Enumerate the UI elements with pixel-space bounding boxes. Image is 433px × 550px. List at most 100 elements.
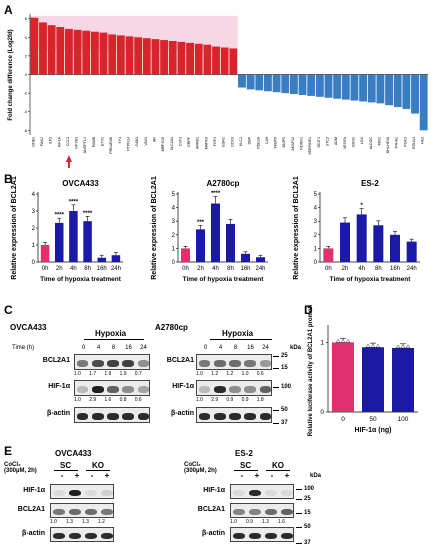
panel-b-sig-marker: **** [211,191,221,197]
panel-e-left-blot [50,503,114,518]
panel-b-xtick-label: 8h [375,266,382,272]
panel-a-bar-HK2 [419,74,428,131]
panel-e-left-blot-band [52,508,66,515]
quant-value: 0.9 [246,519,253,525]
panel-e-right-cell: ES-2 [235,449,253,458]
panel-c-right-row-label: β-actin [171,410,194,417]
panel-e-left-row-label: BCL2A1 [17,506,45,513]
panel-a-gene-label: FGF1 [213,137,217,146]
panel-letter-b: B [4,172,13,186]
panel-b-ytick-label: 2 [32,226,36,232]
panel-e-left-row-label: HIF-1α [23,487,45,494]
panel-a-bar-ANGPTL4 [82,30,91,75]
panel-b-sig-marker: *** [197,220,205,226]
panel-b-ytick-label: 2 [314,233,318,239]
panel-c-right-time: 24 [262,345,269,351]
panel-c-right-header-line [210,339,272,340]
panel-a-bar-SERPINE1 [307,74,316,96]
panel-c-left-header-line [84,339,144,340]
panel-a-bar-EGR1 [220,47,229,75]
blot-quantification: 1.0 2.9 0.9 0.9 1.8 [196,397,272,403]
panel-c-right-blot-band [229,385,241,393]
panel-a-bar-DDIT4 [315,74,324,97]
panel-a-bar-YY1 [116,35,125,75]
panel-a-bar-KIF1A [56,27,65,75]
panel-a-bar-GAB1 [134,37,143,75]
panel-a-gene-label: PAWB [92,136,96,147]
panel-letter-c: C [4,303,13,317]
panel-e-left-blot-band [84,508,98,515]
panel-a-ytick-label: 4 [25,35,28,40]
panel-b-ytick-label: 4 [32,192,36,198]
panel-b-ylabel: Relative expression of BCL2A1 [151,176,158,280]
panel-a-bar-P4HA1 [393,74,402,108]
panel-c-marker-tick [273,356,279,357]
panel-a-bar-ILF3 [47,25,56,75]
panel-b-ytick-label: 5 [172,192,176,198]
panel-e-marker-tick [296,543,302,544]
panel-d-bar-0 [332,342,354,412]
panel-c-left-time: 24 [140,345,147,351]
quant-value: 1.3 [262,519,269,525]
blot-quantification: 1.0 1.3 1.3 1.2 [50,519,114,525]
quant-value: 1.0 [50,519,57,525]
panel-d-data-point [335,339,341,343]
panel-a-gene-label: ANGPTL4 [83,137,87,153]
panel-a-gene-label: P4HA1 [395,137,399,148]
panel-e-right-row-label: β-actin [202,530,225,537]
panel-e-right-sign: + [254,471,260,480]
panel-c-marker-tick [273,387,279,388]
panel-a-gene-label: STC2 [326,137,330,146]
panel-d-xtick-label: 50 [369,416,377,423]
panel-a-gene-label: FKBP5 [274,137,278,148]
panel-b-title: ES-2 [361,179,379,188]
panel-a-gene-label: PGK1 [403,137,407,147]
panel-a-bar-SLC2A1 [168,40,177,75]
panel-a-bar-VEGFA [341,74,350,100]
panel-e-left-sign: - [90,471,94,480]
panel-c-left-blot-band [92,412,104,420]
panel-b-bar-8h [226,223,235,262]
panel-a-gene-label: DDIT4 [317,137,321,147]
panel-a-bar-GRPF [186,42,194,75]
quant-value: 1.3 [82,519,89,525]
panel-a-gene-label: CST3 [178,137,182,146]
panel-c-right-blot-band [259,385,271,393]
panel-a-bar-BNIP3 [281,74,290,94]
panel-b-xtick-label: 0h [325,266,332,272]
panel-c-left-cell: OVCA433 [10,323,47,332]
panel-a-bar-PAWB [90,31,99,75]
panel-d-data-point [395,344,401,349]
panel-c-right-blot-band [244,412,256,420]
quant-value: 2.9 [89,397,97,403]
panel-b-bar-4h [69,211,78,262]
panel-b-ytick-label: 3 [314,219,318,225]
panel-b-ylabel: Relative expression of BCL2A1 [293,176,300,280]
panel-c-marker-label: 37 [281,420,288,426]
panel-b-xtick-label: 24h [255,266,265,272]
panel-b-ytick-label: 1 [172,246,176,252]
panel-e-left-group-ko: KO [92,461,104,470]
panel-e-right-sign: + [284,471,290,480]
panel-a-gene-label: ARRB1 [196,137,200,149]
panel-d-data-point [370,343,376,348]
panel-a-bar-CCL3 [65,28,73,75]
panel-d-data-point [375,343,381,348]
panel-e-right-group-sc: SC [240,461,252,470]
panel-e-marker-label: 15 [304,510,311,516]
panel-a-gene-label: ILF3 [49,137,53,144]
panel-c-left-blot-band [122,385,134,393]
panel-c-marker-tick [273,423,279,424]
panel-b-bar-2h [196,229,205,262]
panel-a-gene-label: MAPK9 [204,137,208,149]
panel-b-xlabel: Time of hypoxia treatment [330,276,412,283]
panel-c-left-row-label: BCL2A1 [42,357,70,364]
panel-c-right-row-label: HIF-1α [172,383,194,390]
panel-e-left-sign: + [74,471,80,480]
panel-d-bar-100 [392,347,414,412]
panel-a-gene-label: LOX [360,136,364,144]
panel-a-bar-MRPS15 [160,40,169,75]
panel-letter-d: D [304,303,313,317]
panel-b-xtick-label: 0h [182,266,189,272]
panel-b-bar-16h [390,234,400,262]
